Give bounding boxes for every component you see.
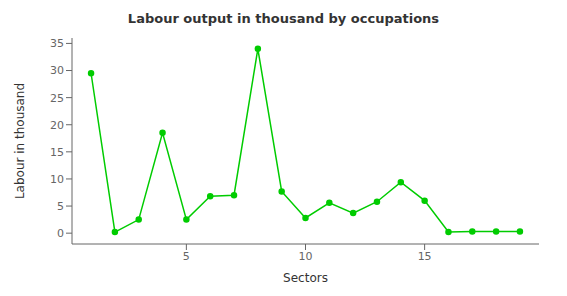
svg-text:5: 5: [183, 250, 190, 263]
svg-text:0: 0: [57, 227, 64, 240]
svg-text:30: 30: [50, 64, 64, 77]
svg-text:35: 35: [50, 37, 64, 50]
svg-text:5: 5: [57, 200, 64, 213]
svg-text:10: 10: [50, 173, 64, 186]
svg-text:25: 25: [50, 92, 64, 105]
svg-text:Labour in thousand: Labour in thousand: [13, 83, 27, 199]
svg-text:10: 10: [299, 250, 313, 263]
svg-text:20: 20: [50, 119, 64, 132]
svg-text:15: 15: [418, 250, 432, 263]
svg-text:15: 15: [50, 146, 64, 159]
svg-text:Sectors: Sectors: [283, 271, 328, 285]
html-text:Labour output in thousand by o: Labour output in thousand by occupations: [127, 11, 440, 26]
